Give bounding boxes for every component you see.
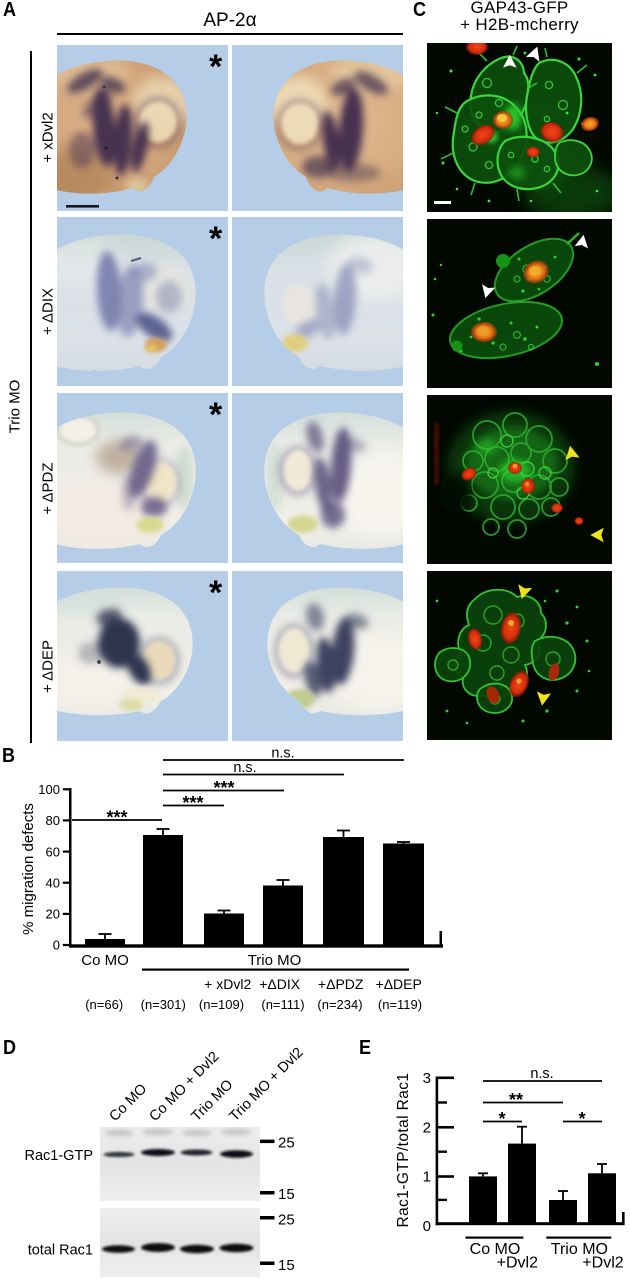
- svg-text:Co MO: Co MO: [107, 1081, 151, 1125]
- svg-text:Rac1-GTP: Rac1-GTP: [25, 1148, 94, 1164]
- svg-text:20: 20: [46, 907, 60, 922]
- svg-text:total Rac1: total Rac1: [28, 1243, 93, 1259]
- svg-text:(n=109): (n=109): [199, 997, 244, 1012]
- svg-text:15: 15: [278, 1257, 295, 1274]
- svg-text:*: *: [209, 396, 223, 434]
- svg-text:0: 0: [423, 1218, 431, 1235]
- svg-text:***: ***: [213, 778, 234, 798]
- svg-text:80: 80: [46, 813, 60, 828]
- svg-text:n.s.: n.s.: [530, 1066, 553, 1082]
- svg-text:(n=66): (n=66): [85, 997, 123, 1012]
- svg-text:+Dvl2: +Dvl2: [497, 1255, 538, 1272]
- svg-text:+ΔPDZ: +ΔPDZ: [318, 976, 364, 992]
- svg-text:(n=234): (n=234): [317, 997, 362, 1012]
- svg-text:*: *: [498, 1109, 505, 1129]
- svg-text:60: 60: [46, 844, 60, 859]
- svg-text:(n=301): (n=301): [141, 997, 186, 1012]
- svg-text:Trio MO: Trio MO: [248, 952, 302, 969]
- svg-text:**: **: [509, 1090, 523, 1110]
- svg-text:Co MO: Co MO: [470, 1241, 521, 1258]
- svg-text:*: *: [209, 220, 223, 258]
- svg-text:100: 100: [38, 782, 60, 797]
- svg-text:***: ***: [106, 808, 127, 828]
- svg-text:2: 2: [423, 1119, 431, 1136]
- svg-text:*: *: [209, 48, 223, 86]
- svg-text:*: *: [578, 1109, 585, 1129]
- svg-text:+ΔDIX: +ΔDIX: [259, 976, 301, 992]
- svg-text:+Dvl2: +Dvl2: [582, 1255, 623, 1272]
- svg-text:***: ***: [182, 793, 203, 813]
- svg-text:15: 15: [278, 1186, 295, 1203]
- svg-text:% migration defects: % migration defects: [20, 803, 37, 935]
- svg-text:+ΔDEP: +ΔDEP: [376, 976, 422, 992]
- svg-text:(n=111): (n=111): [261, 997, 304, 1012]
- svg-text:+ xDvl2: + xDvl2: [204, 976, 251, 992]
- svg-text:(n=119): (n=119): [378, 997, 422, 1012]
- svg-text:0: 0: [53, 938, 60, 953]
- svg-text:Rac1-GTP/total Rac1: Rac1-GTP/total Rac1: [395, 1073, 412, 1228]
- svg-text:Trio MO: Trio MO: [551, 1241, 608, 1258]
- svg-text:n.s.: n.s.: [271, 746, 294, 762]
- svg-text:25: 25: [278, 1211, 295, 1228]
- svg-text:3: 3: [423, 1070, 431, 1087]
- svg-text:1: 1: [423, 1169, 431, 1186]
- svg-text:25: 25: [278, 1135, 295, 1152]
- svg-text:*: *: [209, 574, 223, 612]
- svg-text:n.s.: n.s.: [233, 760, 256, 776]
- svg-text:Co MO: Co MO: [81, 952, 129, 969]
- svg-text:40: 40: [46, 875, 60, 890]
- svg-text:Trio MO + Dvl2: Trio MO + Dvl2: [227, 1045, 307, 1125]
